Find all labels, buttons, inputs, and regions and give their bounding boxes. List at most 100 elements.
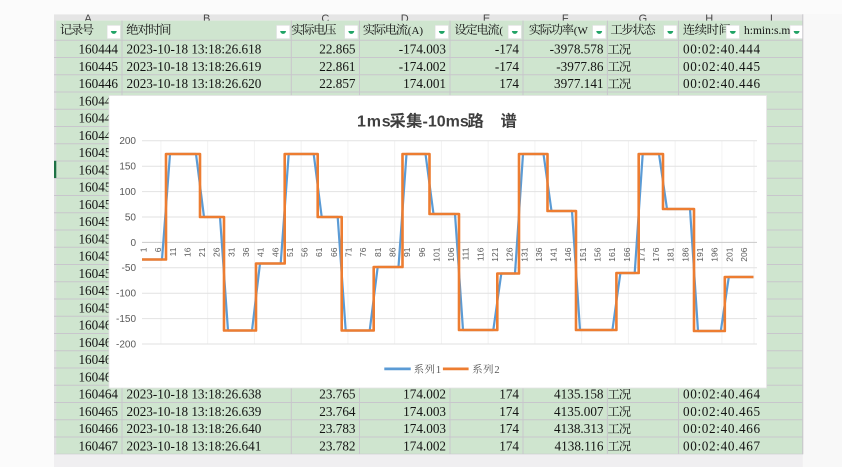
svg-text:161: 161 xyxy=(607,247,617,261)
svg-text:100: 100 xyxy=(119,187,136,198)
svg-text:76: 76 xyxy=(358,247,368,257)
svg-text:111: 111 xyxy=(461,247,471,260)
svg-text:H: H xyxy=(705,13,713,25)
svg-text:61: 61 xyxy=(314,247,324,257)
svg-text:D: D xyxy=(401,13,409,25)
svg-text:-200: -200 xyxy=(116,339,136,350)
svg-text:(W: (W xyxy=(574,25,589,37)
svg-text:00:02:40.464: 00:02:40.464 xyxy=(683,387,761,402)
svg-text:160449: 160449 xyxy=(78,128,118,143)
svg-text:121: 121 xyxy=(490,247,500,261)
svg-text:22.857: 22.857 xyxy=(319,76,356,91)
svg-text:160465: 160465 xyxy=(78,404,118,419)
svg-text:(: ( xyxy=(499,25,503,37)
svg-text:3977.141: 3977.141 xyxy=(554,76,603,91)
svg-text:151: 151 xyxy=(578,247,588,261)
svg-text:2: 2 xyxy=(494,365,499,376)
svg-text:4135.158: 4135.158 xyxy=(554,387,604,402)
svg-text:-3978.578: -3978.578 xyxy=(550,42,604,57)
svg-text:174: 174 xyxy=(499,421,519,436)
svg-text:00:02:40.466: 00:02:40.466 xyxy=(683,421,761,436)
svg-text:22.865: 22.865 xyxy=(319,42,356,57)
svg-text:160448: 160448 xyxy=(78,111,118,126)
svg-text:0: 0 xyxy=(130,238,136,249)
svg-text:160452: 160452 xyxy=(78,180,118,195)
svg-text:126: 126 xyxy=(505,247,515,261)
svg-text:150: 150 xyxy=(119,162,136,173)
svg-text:160459: 160459 xyxy=(78,300,118,315)
svg-text:206: 206 xyxy=(739,247,749,261)
svg-text:C: C xyxy=(321,13,329,25)
svg-text:174.002: 174.002 xyxy=(403,438,446,453)
svg-text:196: 196 xyxy=(710,247,720,261)
svg-text:91: 91 xyxy=(402,247,412,257)
svg-text:174: 174 xyxy=(499,438,519,453)
svg-text:171: 171 xyxy=(636,247,646,261)
svg-text:160464: 160464 xyxy=(78,387,118,402)
svg-text:1: 1 xyxy=(436,365,441,376)
svg-text:(A): (A) xyxy=(408,25,424,37)
svg-text:200: 200 xyxy=(119,136,136,147)
svg-text:66: 66 xyxy=(329,247,339,257)
svg-text:174.003: 174.003 xyxy=(403,404,446,419)
svg-text:181: 181 xyxy=(666,247,676,261)
svg-text:36: 36 xyxy=(241,247,251,257)
svg-text:101: 101 xyxy=(431,247,441,261)
svg-text:-174: -174 xyxy=(495,42,520,57)
svg-text:-174: -174 xyxy=(495,59,520,74)
svg-text:2023-10-18 13:18:26.638: 2023-10-18 13:18:26.638 xyxy=(127,387,262,402)
svg-text:1ms: 1ms xyxy=(357,114,391,131)
svg-text:2023-10-18 13:18:26.640: 2023-10-18 13:18:26.640 xyxy=(127,421,262,436)
svg-text:160444: 160444 xyxy=(78,42,118,57)
svg-text:136: 136 xyxy=(534,247,544,261)
svg-text:2023-10-18 13:18:26.618: 2023-10-18 13:18:26.618 xyxy=(127,42,262,57)
svg-text:106: 106 xyxy=(446,247,456,261)
svg-text:F: F xyxy=(562,13,569,25)
svg-text:00:02:40.445: 00:02:40.445 xyxy=(683,59,761,74)
svg-text:E: E xyxy=(483,13,490,25)
svg-text:160461: 160461 xyxy=(78,335,118,350)
svg-text:86: 86 xyxy=(387,247,397,257)
svg-text:160463: 160463 xyxy=(78,369,118,384)
svg-text:21: 21 xyxy=(197,247,207,257)
svg-text:174: 174 xyxy=(499,404,519,419)
svg-text:174: 174 xyxy=(499,76,519,91)
svg-text:160453: 160453 xyxy=(78,197,118,212)
svg-text:A: A xyxy=(84,13,92,25)
svg-text:160445: 160445 xyxy=(78,59,118,74)
svg-text:160447: 160447 xyxy=(78,93,118,108)
svg-text:156: 156 xyxy=(592,247,602,261)
svg-text:00:02:40.444: 00:02:40.444 xyxy=(683,42,761,57)
svg-text:-100: -100 xyxy=(116,289,136,300)
svg-text:4138.313: 4138.313 xyxy=(554,421,604,436)
svg-text:B: B xyxy=(203,13,210,25)
svg-text:174.001: 174.001 xyxy=(403,76,446,91)
svg-text:6: 6 xyxy=(153,247,163,252)
svg-text:96: 96 xyxy=(417,247,427,257)
svg-text:4138.116: 4138.116 xyxy=(555,438,604,453)
svg-text:166: 166 xyxy=(622,247,632,261)
svg-text:G: G xyxy=(639,13,648,25)
svg-text:160458: 160458 xyxy=(78,283,118,298)
svg-text:23.765: 23.765 xyxy=(319,387,356,402)
svg-text:23.764: 23.764 xyxy=(319,404,356,419)
svg-text:2023-10-18 13:18:26.641: 2023-10-18 13:18:26.641 xyxy=(127,438,262,453)
svg-text:23.783: 23.783 xyxy=(319,421,356,436)
svg-text:160454: 160454 xyxy=(78,214,118,229)
svg-text:00:02:40.446: 00:02:40.446 xyxy=(683,76,761,91)
svg-text:-50: -50 xyxy=(122,263,137,274)
svg-text:176: 176 xyxy=(651,247,661,261)
svg-text:160456: 160456 xyxy=(78,249,118,264)
svg-text:56: 56 xyxy=(300,247,310,257)
svg-text:I: I xyxy=(770,13,773,25)
svg-text:2023-10-18 13:18:26.620: 2023-10-18 13:18:26.620 xyxy=(127,76,262,91)
svg-text:51: 51 xyxy=(285,247,295,257)
svg-text:1: 1 xyxy=(139,247,149,252)
svg-text:4135.007: 4135.007 xyxy=(554,404,604,419)
svg-text:160460: 160460 xyxy=(78,318,118,333)
svg-text:146: 146 xyxy=(563,247,573,261)
svg-text:41: 41 xyxy=(256,247,266,257)
svg-text:-174.002: -174.002 xyxy=(399,59,446,74)
svg-text:160457: 160457 xyxy=(78,266,118,281)
svg-text:2023-10-18 13:18:26.639: 2023-10-18 13:18:26.639 xyxy=(127,404,262,419)
